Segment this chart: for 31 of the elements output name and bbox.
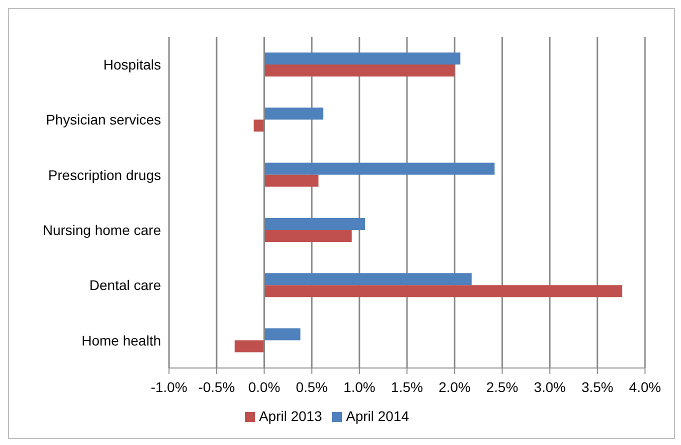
y-tick-label: Prescription drugs xyxy=(48,166,161,183)
x-tick-label: 1.5% xyxy=(391,378,423,395)
y-tick-label: Home health xyxy=(82,332,161,348)
x-tick-label: 1.0% xyxy=(343,378,376,395)
x-tick-label: 3.0% xyxy=(534,378,566,395)
y-tick-label: Physician services xyxy=(46,112,161,128)
x-tick-label: 0.5% xyxy=(296,378,328,395)
x-tick-label: 2.5% xyxy=(486,378,518,395)
legend-label: April 2014 xyxy=(346,408,410,424)
x-tick-label: 3.5% xyxy=(581,378,614,395)
bar xyxy=(264,285,622,298)
bar xyxy=(264,64,455,76)
y-tick-label: Dental care xyxy=(89,277,162,294)
x-tick-label: -1.0% xyxy=(150,378,188,395)
bar xyxy=(234,340,264,352)
x-tick-label: -0.5% xyxy=(198,378,235,395)
bar xyxy=(264,230,352,242)
bar xyxy=(264,218,366,230)
y-tick-label: Nursing home care xyxy=(42,222,162,238)
bar xyxy=(264,328,300,340)
legend-label: April 2013 xyxy=(258,408,322,424)
x-tick-label: 2.0% xyxy=(438,378,471,395)
bar xyxy=(254,120,264,132)
bar xyxy=(264,162,495,175)
bar xyxy=(264,52,460,64)
bar xyxy=(264,108,324,120)
bar xyxy=(264,273,472,286)
bar xyxy=(264,174,318,187)
x-tick-label: 0.0% xyxy=(248,378,280,395)
x-tick-label: 4.0% xyxy=(629,378,661,395)
y-tick-label: Hospitals xyxy=(103,56,161,73)
